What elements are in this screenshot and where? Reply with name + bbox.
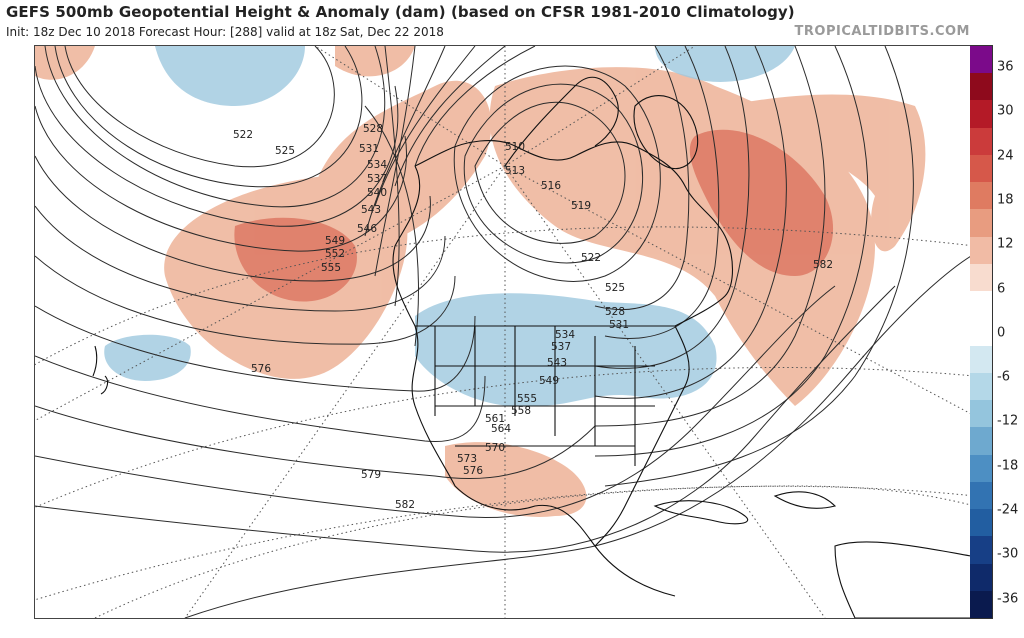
colorbar-segment <box>970 318 992 347</box>
contour-label: 555 <box>517 393 537 405</box>
colorbar-tick-label: 0 <box>997 325 1006 341</box>
contour-label: 582 <box>395 499 415 511</box>
contour-label: 537 <box>367 173 387 185</box>
colorbar-segment <box>970 454 992 483</box>
contour-label: 531 <box>609 319 629 331</box>
map-subtitle: Init: 18z Dec 10 2018 Forecast Hour: [28… <box>6 25 444 39</box>
contour-label: 555 <box>321 262 341 274</box>
contour-label: 522 <box>233 129 253 141</box>
colorbar-tick-label: -30 <box>997 546 1019 562</box>
contour-label: 537 <box>551 341 571 353</box>
colorbar-segment <box>970 154 992 183</box>
colorbar-tick-label: -36 <box>997 591 1019 607</box>
colorbar-segment <box>970 563 992 592</box>
colorbar-segment <box>970 427 992 456</box>
colorbar-segment <box>970 509 992 537</box>
contour-label: 561 <box>485 413 505 425</box>
contour-label: 573 <box>457 453 477 465</box>
colorbar-segment <box>970 481 992 510</box>
colorbar-segment <box>970 127 992 156</box>
colorbar-segment <box>970 590 992 619</box>
colorbar-segment <box>970 46 992 74</box>
contour-label: 534 <box>555 329 575 341</box>
colorbar-segment <box>970 209 992 238</box>
coastlines <box>92 76 971 618</box>
contour-label: 576 <box>463 465 483 477</box>
contour-label: 582 <box>813 259 833 271</box>
colorbar-segment <box>970 73 992 101</box>
contour-label: 528 <box>605 306 625 318</box>
colorbar-segment <box>970 182 992 210</box>
colorbar-segment <box>970 372 992 401</box>
contour-label: 534 <box>367 159 387 171</box>
contour-label: 540 <box>367 187 387 199</box>
contour-label: 543 <box>361 204 381 216</box>
contour-label: 576 <box>251 363 271 375</box>
colorbar-tick-label: 12 <box>997 236 1014 252</box>
contour-label: 546 <box>357 223 377 235</box>
graticule-lines <box>35 46 971 618</box>
colorbar-segment <box>970 291 992 319</box>
colorbar-tick-label: -24 <box>997 502 1019 518</box>
colorbar-tick-label: 36 <box>997 59 1014 75</box>
colorbar-segment <box>970 263 992 292</box>
colorbar-segment <box>970 100 992 129</box>
contour-label: 558 <box>511 405 531 417</box>
height-contours <box>35 46 971 618</box>
contour-label: 549 <box>325 235 345 247</box>
contour-label: 510 <box>505 141 525 153</box>
colorbar-tick-label: 24 <box>997 148 1014 164</box>
colorbar-tick-label: 30 <box>997 103 1014 119</box>
colorbar-segment <box>970 536 992 565</box>
colorbar-segment <box>970 345 992 374</box>
colorbar-segment <box>970 400 992 428</box>
colorbar-tick-label: -12 <box>997 413 1019 429</box>
colorbar-tick-label: 6 <box>997 281 1006 296</box>
contour-label: 522 <box>581 252 601 264</box>
contour-label: 570 <box>485 442 505 454</box>
contour-label: 543 <box>547 357 567 369</box>
colorbar-tick-label: -18 <box>997 458 1019 474</box>
contour-label: 549 <box>539 375 559 387</box>
contour-label: 528 <box>363 123 383 135</box>
contour-label: 552 <box>325 248 345 260</box>
colorbar-tick-label: 18 <box>997 192 1014 208</box>
contour-label: 579 <box>361 469 381 481</box>
contour-label: 564 <box>491 423 511 435</box>
colorbar-tick-label: -6 <box>997 369 1010 385</box>
negative-anomaly-areas <box>104 46 795 407</box>
map-title: GEFS 500mb Geopotential Height & Anomaly… <box>6 3 795 21</box>
contour-label: 516 <box>541 180 561 192</box>
contour-label: 525 <box>275 145 295 157</box>
map-panel: 522 525 528 531 534 537 540 543 546 549 … <box>34 45 972 619</box>
contour-label: 513 <box>505 165 525 177</box>
contour-label: 519 <box>571 200 591 212</box>
contour-label: 531 <box>359 143 379 155</box>
map-canvas: 522 525 528 531 534 537 540 543 546 549 … <box>35 46 971 618</box>
colorbar-segment <box>970 236 992 265</box>
colorbar <box>970 45 993 619</box>
contour-label: 525 <box>605 282 625 294</box>
contour-labels: 522 525 528 531 534 537 540 543 546 549 … <box>233 123 833 511</box>
brand-watermark: TROPICALTIDBITS.COM <box>794 24 970 39</box>
